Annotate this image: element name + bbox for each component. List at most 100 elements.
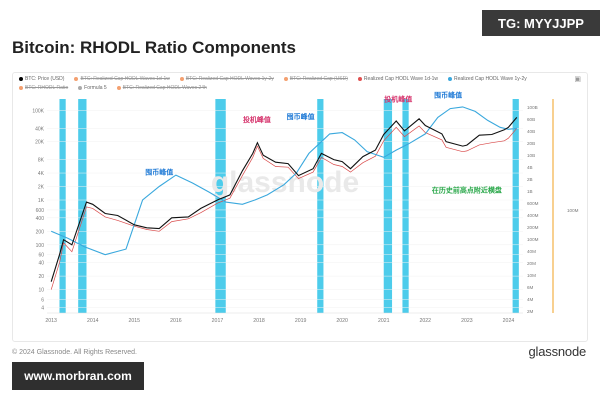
rhodl-chart: 100K40K20K8K4K2K1K6004002001006040201064… — [32, 90, 579, 324]
legend-label: Realized Cap HODL Wave 1d-1w — [363, 76, 439, 82]
y-right-tick-label: 60B — [527, 117, 535, 122]
highlight-band — [78, 99, 87, 313]
x-tick-label: 2015 — [129, 318, 141, 324]
chart-annotation: 囤币峰值 — [434, 90, 462, 99]
legend-item[interactable]: BTC: Realized Cap HODL Waves 1y-2y — [179, 75, 274, 84]
legend-item[interactable]: BTC: Price (USD) — [19, 75, 64, 84]
y-right-tick-label: 10B — [527, 153, 535, 158]
y-right-tick-label: 10M — [527, 273, 536, 278]
camera-icon[interactable]: ▣ — [574, 76, 581, 83]
y-right-tick-label: 2M — [527, 309, 534, 314]
chart-annotation: 投机峰值 — [243, 115, 271, 124]
y-left-tick-label: 2K — [38, 185, 45, 191]
y-left-tick-label: 8K — [38, 158, 45, 164]
x-tick-label: 2024 — [503, 318, 515, 324]
y-right-tick-label: 600M — [527, 201, 539, 206]
y-left-tick-label: 100 — [36, 243, 45, 249]
legend-swatch — [283, 76, 288, 81]
legend-swatch — [448, 76, 453, 81]
legend-label: BTC: Realized Cap HODL Waves 1d-1w — [80, 76, 170, 82]
y-right-tick-label: 20B — [527, 141, 535, 146]
y-right-tick-label: 4M — [527, 297, 534, 302]
x-tick-label: 2020 — [336, 318, 348, 324]
legend-swatch — [19, 76, 23, 81]
y-left-tick-label: 10 — [38, 288, 44, 294]
legend-swatch — [19, 85, 23, 90]
y-right-tick-label: 40B — [527, 129, 535, 134]
wave-1y2y-line — [50, 106, 517, 256]
x-tick-label: 2014 — [87, 318, 99, 324]
y-right-tick-label: 400M — [527, 213, 539, 218]
legend-swatch — [74, 76, 79, 81]
page-title: Bitcoin: RHODL Ratio Components — [12, 38, 296, 57]
legend-label: BTC: Price (USD) — [25, 76, 65, 82]
legend-item[interactable]: Formula 5 — [78, 84, 107, 93]
copyright-text: © 2024 Glassnode. All Rights Reserved. — [12, 349, 138, 356]
legend-swatch — [357, 76, 362, 81]
y-left-tick-label: 4K — [38, 171, 45, 177]
y-right-tick-label: 100M — [527, 237, 539, 242]
legend-swatch — [78, 85, 83, 90]
y-left-tick-label: 100K — [32, 108, 44, 114]
telegram-tag: TG: MYYJJPP — [482, 10, 600, 36]
highlight-band — [383, 99, 393, 313]
x-tick-label: 2023 — [461, 318, 473, 324]
legend-item[interactable]: BTC: Realized Cap HODL Waves 24h — [116, 84, 207, 93]
x-tick-label: 2017 — [212, 318, 224, 324]
chart-annotation: 囤币峰值 — [145, 168, 173, 177]
legend-item[interactable]: BTC: Realized Cap (USD) — [283, 75, 348, 84]
chart-annotation: 囤币峰值 — [287, 112, 315, 121]
legend-item[interactable]: Realized Cap HODL Wave 1d-1w — [357, 75, 439, 84]
y-left-tick-label: 6 — [41, 298, 44, 304]
price-line — [50, 117, 518, 282]
y-left-tick-label: 4 — [41, 305, 44, 311]
highlight-band — [512, 99, 519, 313]
y-right-tick-label: 100B — [527, 105, 538, 110]
y-left-tick-label: 600 — [36, 208, 45, 214]
x-tick-label: 2016 — [170, 318, 182, 324]
legend-label: BTC: Realized Cap (USD) — [289, 76, 348, 82]
y-right-tick-label: 200M — [527, 225, 539, 230]
legend-label: BTC: RHODL Ratio — [25, 85, 69, 91]
highlight-band — [59, 99, 66, 313]
chart-legend: BTC: Price (USD) BTC: Realized Cap HODL W… — [19, 75, 579, 93]
website-watermark: www.morbran.com — [12, 362, 144, 390]
legend-swatch — [179, 76, 184, 81]
chart-card: BTC: Price (USD) BTC: Realized Cap HODL W… — [12, 72, 588, 342]
y-right-tick-label: 4B — [527, 165, 533, 170]
y-right-extra-label: 100M — [567, 208, 579, 213]
legend-swatch — [116, 85, 121, 90]
y-left-tick-label: 40 — [38, 261, 44, 267]
highlight-band — [215, 99, 226, 313]
y-left-tick-label: 60 — [38, 253, 44, 259]
y-left-tick-label: 1K — [38, 198, 45, 204]
y-right-tick-label: 6M — [527, 285, 534, 290]
legend-item[interactable]: BTC: RHODL Ratio — [19, 84, 68, 93]
y-left-tick-label: 400 — [36, 216, 45, 222]
legend-label: Formula 5 — [84, 85, 107, 91]
legend-label: BTC: Realized Cap HODL Waves 1y-2y — [185, 76, 274, 82]
x-tick-label: 2019 — [295, 318, 307, 324]
y-right-tick-label: 20M — [527, 261, 536, 266]
y-left-tick-label: 200 — [36, 229, 45, 235]
y-right-tick-label: 2B — [527, 177, 533, 182]
highlight-band — [402, 99, 409, 313]
x-tick-label: 2022 — [420, 318, 432, 324]
x-tick-label: 2021 — [378, 318, 390, 324]
chart-annotation: 投机峰值 — [384, 94, 412, 103]
legend-item[interactable]: BTC: Realized Cap HODL Waves 1d-1w — [74, 75, 170, 84]
x-tick-label: 2013 — [45, 318, 57, 324]
x-tick-label: 2018 — [253, 318, 265, 324]
y-right-tick-label: 1B — [527, 189, 533, 194]
legend-label: Realized Cap HODL Wave 1y-2y — [454, 76, 527, 82]
y-right-tick-label: 40M — [527, 249, 536, 254]
legend-item[interactable]: Realized Cap HODL Wave 1y-2y — [448, 75, 527, 84]
highlight-band — [317, 99, 324, 313]
y-left-tick-label: 40K — [35, 126, 45, 132]
chart-watermark: glassnode — [211, 166, 359, 199]
legend-label: BTC: Realized Cap HODL Waves 24h — [122, 85, 207, 91]
wave-1d1w-line — [50, 125, 518, 290]
glassnode-logo: glassnode — [528, 344, 587, 359]
y-left-tick-label: 20K — [35, 140, 45, 146]
y-left-tick-label: 20 — [38, 274, 44, 280]
